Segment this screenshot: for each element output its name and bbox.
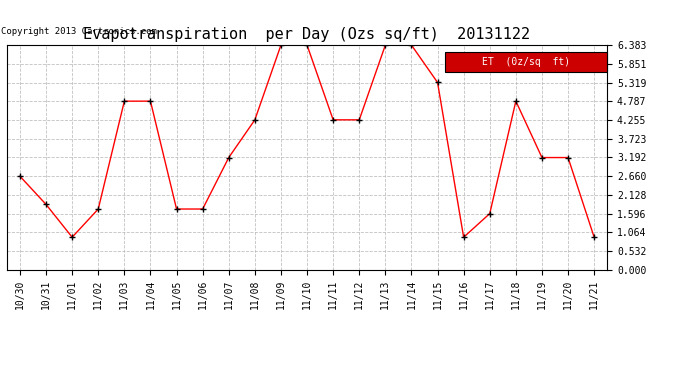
FancyBboxPatch shape [445, 52, 607, 72]
Title: Evapotranspiration  per Day (Ozs sq/ft)  20131122: Evapotranspiration per Day (Ozs sq/ft) 2… [83, 27, 531, 42]
Text: Copyright 2013 Cartronics.com: Copyright 2013 Cartronics.com [1, 27, 157, 36]
Text: ET  (0z/sq  ft): ET (0z/sq ft) [482, 57, 570, 67]
